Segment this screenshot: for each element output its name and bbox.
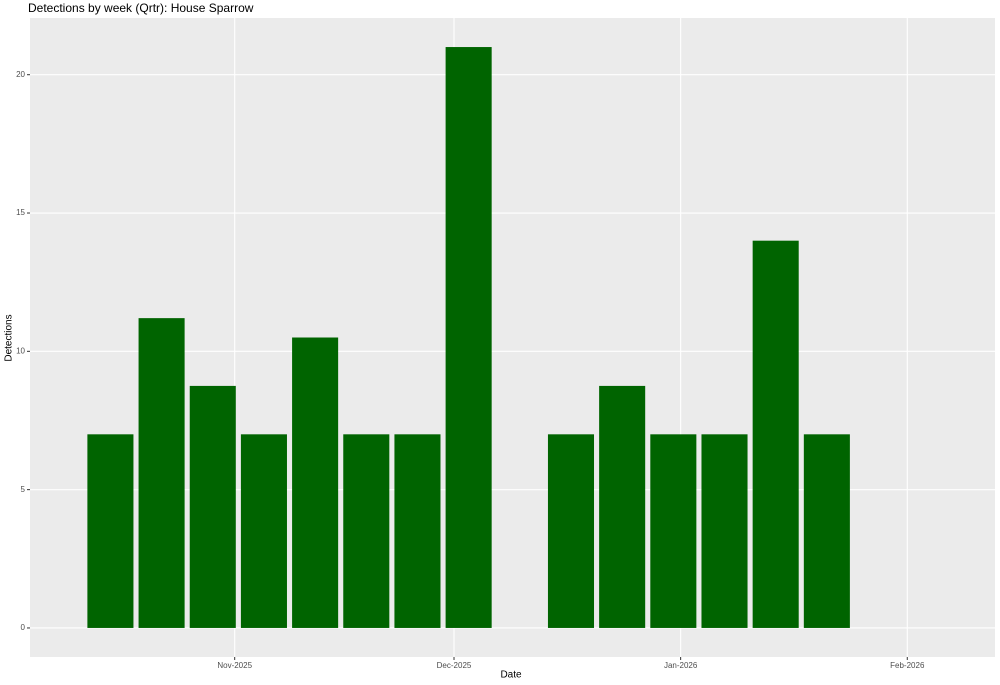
bar <box>292 337 339 628</box>
x-tick-label: Feb-2026 <box>890 661 925 670</box>
bar <box>189 385 236 628</box>
bar <box>138 318 185 628</box>
bar <box>445 47 492 628</box>
y-tick-label: 15 <box>16 208 25 217</box>
x-axis-label: Date <box>500 670 522 681</box>
bar <box>240 434 287 628</box>
bar <box>650 434 697 628</box>
x-tick-label: Dec-2025 <box>437 661 472 670</box>
y-tick-label: 10 <box>16 346 25 355</box>
x-tick-label: Nov-2025 <box>217 661 252 670</box>
y-axis-label: Detections <box>4 314 15 361</box>
bar <box>752 240 799 628</box>
bar <box>803 434 850 628</box>
chart-title: Detections by week (Qrtr): House Sparrow <box>28 1 254 15</box>
y-tick-label: 20 <box>16 70 25 79</box>
y-tick-label: 0 <box>21 623 26 632</box>
bar <box>343 434 390 628</box>
bar <box>701 434 748 628</box>
bar <box>547 434 595 628</box>
x-tick-label: Jan-2026 <box>664 661 698 670</box>
bar <box>599 385 646 628</box>
bar <box>87 434 134 628</box>
bar <box>394 434 441 628</box>
y-tick-label: 5 <box>21 485 26 494</box>
